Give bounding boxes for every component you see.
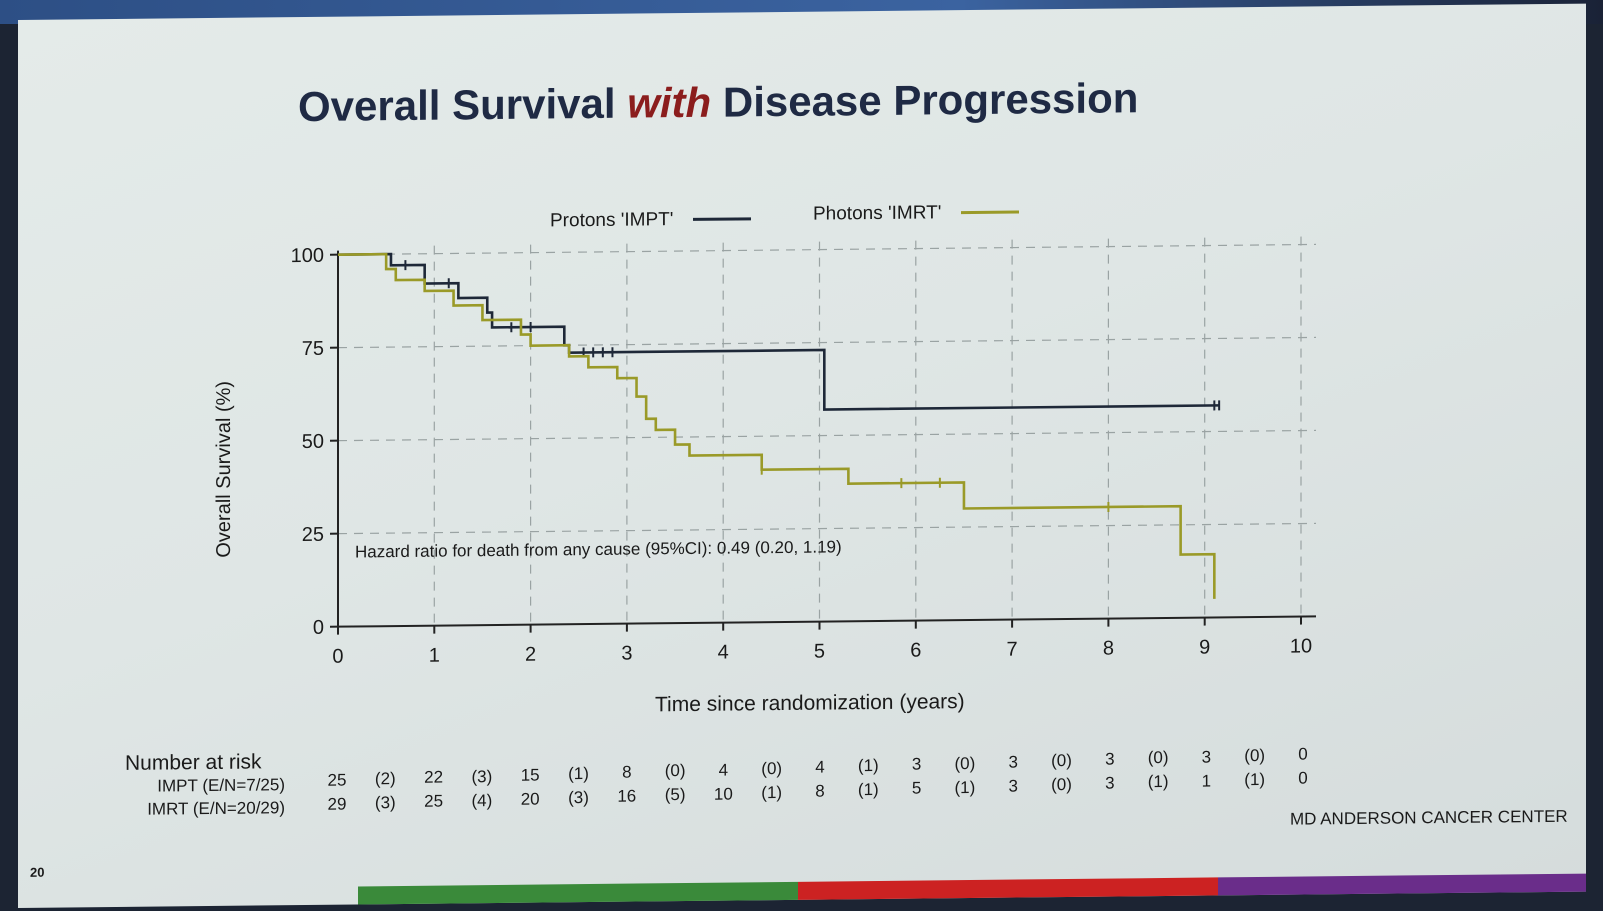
page-number: 20	[30, 864, 45, 880]
risk-cell: 22	[424, 767, 444, 788]
risk-cell: (1)	[761, 782, 783, 803]
risk-cell: 16	[617, 786, 637, 806]
bottom-bar-purple	[1218, 873, 1586, 896]
risk-cell: (5)	[664, 785, 686, 805]
x-tick-label-7: 7	[1007, 639, 1018, 661]
risk-cell: 20	[520, 789, 540, 809]
risk-cell: 15	[520, 765, 540, 785]
bottom-bar-green	[358, 881, 798, 905]
y-tick-label-25: 25	[302, 524, 324, 546]
risk-row-label-imrt: IMRT (E/N=20/29)	[147, 798, 285, 819]
risk-cell: (0)	[954, 753, 976, 773]
risk-cell: 0	[1298, 744, 1308, 764]
km-chart: 0 25 50 75 100 0 1 2 3 4 5 6 7 8 9 10	[291, 236, 1316, 668]
x-tick-label-0: 0	[332, 646, 343, 668]
risk-cell: 8	[815, 781, 825, 801]
y-tick-label-0: 0	[313, 617, 324, 639]
y-tick-label-50: 50	[302, 431, 324, 453]
series-line-1	[338, 252, 1216, 599]
x-tick-label-8: 8	[1103, 638, 1114, 660]
y-tick-label-100: 100	[291, 245, 324, 267]
grid-line-y-100	[338, 243, 1316, 256]
series-line-0	[338, 252, 1220, 411]
x-tick-label-4: 4	[718, 642, 729, 664]
risk-cell: (1)	[1147, 772, 1169, 792]
risk-cell: (1)	[954, 777, 976, 797]
institution-footer: MD ANDERSON CANCER CENTER	[1290, 806, 1568, 829]
risk-cell: (3)	[471, 766, 493, 786]
risk-cell: (0)	[1147, 748, 1169, 768]
x-axis-line	[338, 615, 1316, 628]
risk-cell: (0)	[1244, 745, 1266, 765]
risk-cell: (3)	[568, 788, 589, 808]
risk-cell: 1	[1201, 771, 1212, 791]
risk-cell: 4	[718, 760, 729, 780]
x-tick-label-1: 1	[429, 645, 440, 667]
risk-cell: 10	[713, 784, 733, 804]
slide: Overall Survival with Disease Progressio…	[18, 3, 1586, 908]
x-axis-label: Time since randomization (years)	[655, 690, 965, 717]
grid-line-y-25	[338, 522, 1316, 535]
x-tick-label-6: 6	[910, 640, 921, 662]
risk-cell: 0	[1298, 768, 1308, 788]
risk-cell: (0)	[1051, 750, 1072, 771]
y-tick-label-75: 75	[302, 338, 324, 360]
risk-cell: (1)	[1244, 769, 1266, 789]
risk-cell: 25	[424, 791, 444, 812]
risk-cell: 3	[1201, 747, 1212, 767]
risk-cell: 3	[1105, 749, 1115, 769]
risk-cell: (3)	[374, 793, 396, 813]
number-at-risk-heading: Number at risk	[125, 750, 262, 775]
risk-cell: (1)	[857, 780, 879, 800]
risk-cell: 3	[911, 754, 922, 775]
x-tick-label-10: 10	[1290, 635, 1312, 657]
risk-cell: (0)	[664, 761, 686, 781]
risk-cell: 3	[1105, 773, 1115, 793]
bottom-bar-red	[798, 877, 1218, 900]
risk-cell: (0)	[761, 758, 783, 779]
risk-cell: 25	[327, 770, 347, 790]
risk-row-label-impt: IMPT (E/N=7/25)	[157, 775, 285, 796]
y-axis-label: Overall Survival (%)	[212, 380, 235, 558]
grid-line-y-50	[338, 429, 1316, 442]
x-tick-label-2: 2	[525, 644, 536, 666]
risk-cell: 3	[1008, 776, 1018, 796]
risk-cell: (4)	[471, 790, 493, 810]
x-tick-label-3: 3	[621, 643, 632, 665]
risk-cell: 8	[622, 762, 632, 782]
x-tick-label-5: 5	[814, 641, 825, 663]
risk-cell: 29	[327, 794, 347, 814]
risk-cell: (1)	[568, 764, 589, 784]
risk-cell: (0)	[1051, 774, 1072, 795]
risk-cell: 3	[1008, 752, 1018, 772]
risk-cell: (2)	[374, 769, 396, 789]
grid-line-y-75	[338, 336, 1316, 349]
risk-cell: (1)	[857, 756, 879, 776]
risk-cell: 4	[815, 757, 825, 777]
risk-cell: 5	[911, 778, 922, 799]
x-tick-label-9: 9	[1199, 637, 1210, 659]
